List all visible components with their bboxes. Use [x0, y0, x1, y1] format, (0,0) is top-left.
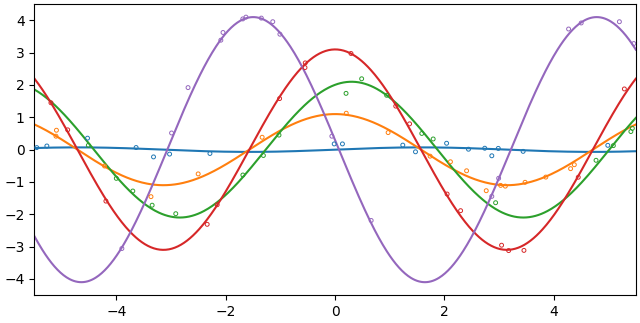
Point [275, 96, 285, 101]
Point [366, 218, 376, 223]
Point [573, 175, 584, 180]
Point [356, 76, 367, 81]
Point [566, 166, 576, 171]
Point [493, 146, 504, 151]
Point [461, 168, 472, 173]
Point [410, 149, 420, 154]
Point [591, 158, 601, 163]
Point [337, 141, 348, 147]
Point [275, 32, 285, 37]
Point [569, 162, 579, 167]
Point [183, 85, 193, 90]
Point [83, 136, 93, 141]
Point [519, 248, 529, 253]
Point [341, 91, 351, 96]
Point [116, 246, 127, 251]
Point [212, 202, 222, 207]
Point [626, 129, 636, 134]
Point [237, 16, 248, 22]
Point [341, 111, 351, 116]
Point [381, 93, 392, 98]
Point [131, 145, 141, 150]
Point [100, 199, 111, 204]
Point [576, 20, 586, 26]
Point [146, 194, 156, 199]
Point [128, 188, 138, 193]
Point [428, 136, 438, 141]
Point [383, 130, 393, 135]
Point [481, 188, 492, 193]
Point [563, 26, 573, 32]
Point [300, 65, 310, 70]
Point [241, 15, 251, 20]
Point [51, 134, 61, 139]
Point [202, 222, 212, 227]
Point [31, 145, 42, 150]
Point [541, 174, 551, 180]
Point [259, 153, 269, 158]
Point [256, 16, 266, 21]
Point [274, 132, 284, 138]
Point [497, 243, 507, 248]
Point [300, 60, 310, 66]
Point [614, 19, 625, 24]
Point [390, 104, 401, 109]
Point [397, 142, 408, 148]
Point [193, 171, 204, 176]
Point [164, 151, 175, 157]
Point [520, 180, 530, 185]
Point [486, 153, 497, 158]
Point [51, 128, 61, 133]
Point [425, 153, 435, 159]
Point [627, 126, 637, 131]
Point [486, 194, 497, 199]
Point [445, 159, 456, 164]
Point [238, 172, 248, 178]
Point [46, 100, 56, 105]
Point [327, 134, 337, 139]
Point [490, 200, 500, 205]
Point [493, 176, 504, 181]
Point [171, 211, 181, 216]
Point [495, 183, 506, 188]
Point [148, 154, 159, 160]
Point [147, 203, 157, 208]
Point [417, 131, 427, 136]
Point [99, 163, 109, 169]
Point [42, 143, 52, 149]
Point [463, 147, 474, 152]
Point [500, 183, 511, 189]
Point [603, 143, 613, 148]
Point [404, 121, 415, 126]
Point [218, 30, 228, 35]
Point [216, 37, 226, 43]
Point [268, 19, 278, 24]
Point [83, 143, 93, 148]
Point [608, 143, 618, 148]
Point [205, 151, 215, 156]
Point [479, 146, 490, 151]
Point [456, 208, 466, 213]
Point [518, 149, 528, 154]
Point [346, 51, 356, 56]
Point [620, 86, 630, 91]
Point [257, 135, 268, 140]
Point [628, 41, 639, 46]
Point [329, 141, 339, 147]
Point [442, 192, 452, 197]
Point [166, 130, 177, 136]
Point [111, 176, 122, 181]
Point [63, 127, 73, 132]
Point [504, 248, 514, 253]
Point [442, 141, 452, 146]
